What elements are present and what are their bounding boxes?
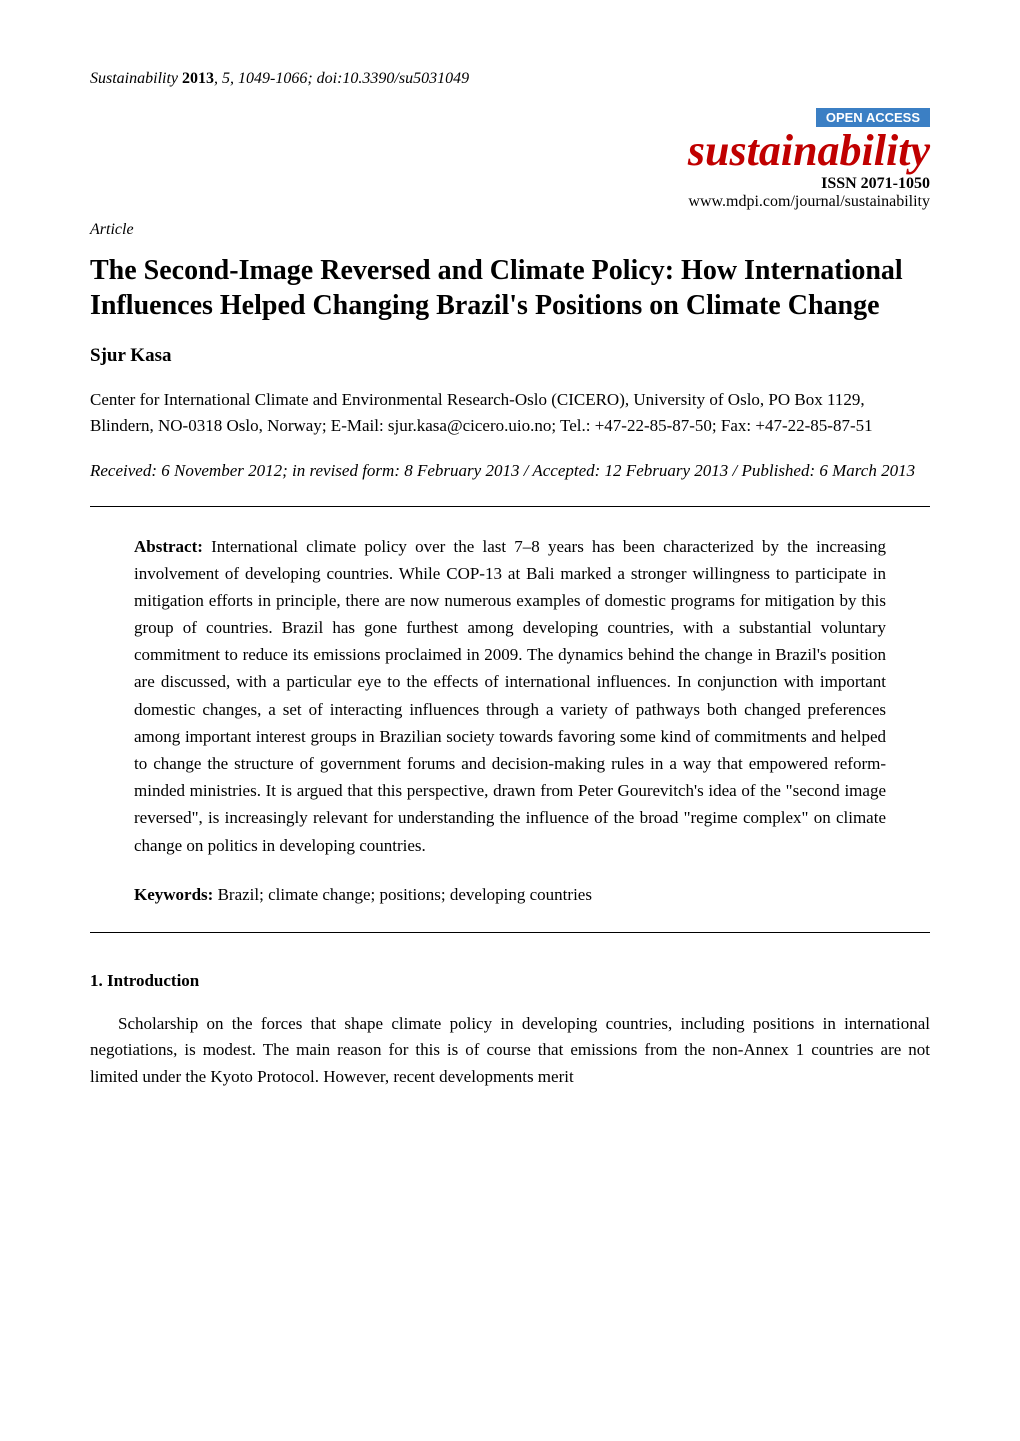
header-pages-doi: , 1049-1066; doi:10.3390/su5031049 — [230, 70, 469, 87]
keywords-label: Keywords: — [134, 885, 218, 904]
publication-dates: Received: 6 November 2012; in revised fo… — [90, 458, 930, 484]
issn-line: ISSN 2071-1050 — [90, 175, 930, 193]
running-header: Sustainability 2013, 5, 1049-1066; doi:1… — [90, 70, 930, 88]
paper-title: The Second-Image Reversed and Climate Po… — [90, 253, 930, 323]
top-rule — [90, 506, 930, 507]
header-sep1: , — [214, 70, 222, 87]
keywords-text: Brazil; climate change; positions; devel… — [218, 885, 592, 904]
bottom-rule — [90, 932, 930, 933]
author-affiliation: Center for International Climate and Env… — [90, 387, 930, 438]
header-year: 2013 — [182, 70, 214, 87]
header-journal-name: Sustainability — [90, 70, 182, 87]
introduction-paragraph: Scholarship on the forces that shape cli… — [90, 1011, 930, 1090]
abstract-paragraph: Abstract: International climate policy o… — [134, 533, 886, 859]
journal-logo-container: sustainability — [90, 129, 930, 173]
section-heading-introduction: 1. Introduction — [90, 971, 930, 991]
header-volume: 5 — [222, 70, 230, 87]
keywords-paragraph: Keywords: Brazil; climate change; positi… — [134, 881, 886, 908]
open-access-badge: OPEN ACCESS — [816, 108, 930, 127]
abstract-label: Abstract: — [134, 537, 211, 556]
journal-url: www.mdpi.com/journal/sustainability — [90, 193, 930, 211]
abstract-block: Abstract: International climate policy o… — [90, 533, 930, 908]
article-type-label: Article — [90, 221, 930, 239]
open-access-container: OPEN ACCESS — [90, 108, 930, 127]
journal-logo: sustainability — [688, 126, 930, 175]
abstract-text: International climate policy over the la… — [134, 537, 886, 855]
author-name: Sjur Kasa — [90, 345, 930, 367]
